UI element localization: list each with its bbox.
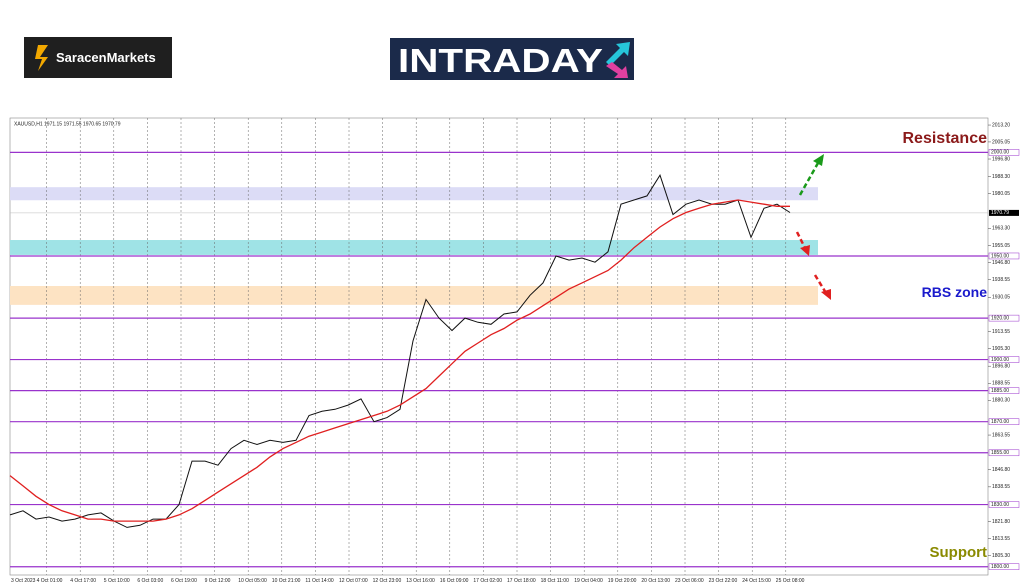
x-tick-label: 12 Oct 23:00 (373, 578, 402, 584)
level-tag (988, 149, 1020, 156)
x-tick-label: 4 Oct 17:00 (70, 578, 96, 584)
annotation-resistance: Resistance (903, 130, 988, 147)
y-tick-label: 1821.80 (992, 519, 1010, 525)
y-tick-label: 1880.30 (992, 398, 1010, 404)
zone (10, 286, 818, 305)
x-tick-label: 23 Oct 06:00 (675, 578, 704, 584)
x-tick-label: 10 Oct 05:00 (238, 578, 267, 584)
x-tick-label: 19 Oct 20:00 (608, 578, 637, 584)
level-tag (988, 387, 1020, 394)
logo-text: INTRADAY (398, 42, 603, 79)
x-tick-label: 18 Oct 11:00 (541, 578, 569, 584)
x-tick-label: 3 Oct 2023 (11, 578, 36, 584)
plot-frame (9, 117, 989, 576)
level-label: 1870.00 (991, 419, 1009, 425)
x-tick-label: 19 Oct 04:00 (574, 578, 603, 584)
logo-arrow-down (606, 62, 628, 78)
x-tick-label: 9 Oct 12:00 (205, 578, 231, 584)
y-tick-label: 1905.30 (992, 346, 1010, 352)
y-tick-label: 1896.80 (992, 364, 1010, 370)
y-tick-label: 1930.05 (992, 295, 1010, 301)
y-tick-label: 2005.05 (992, 139, 1010, 145)
brand-icon (35, 45, 48, 71)
level-label: 1900.00 (991, 357, 1009, 363)
level-label: 1855.00 (991, 450, 1009, 456)
x-tick-label: 20 Oct 13:00 (641, 578, 670, 584)
level-label: 2000.00 (991, 150, 1009, 156)
chart-header: XAUUSD,H1 1971.15 1971.55 1970.65 1970.7… (14, 121, 121, 127)
x-tick-label: 17 Oct 18:00 (507, 578, 536, 584)
level-tag (988, 418, 1020, 425)
level-tag (988, 314, 1020, 322)
zone (10, 240, 818, 255)
level-tag (988, 563, 1020, 570)
down-arrow-head (800, 245, 810, 256)
x-tick-label: 23 Oct 22:00 (709, 578, 738, 584)
brand-text: SaracenMarkets (56, 50, 156, 65)
moving-average (9, 199, 790, 522)
brand-logo: SaracenMarkets (24, 37, 172, 78)
level-tag (988, 356, 1020, 363)
down-arrow-head (821, 289, 831, 300)
y-tick-label: 1838.55 (992, 484, 1010, 490)
level-tag (988, 449, 1020, 457)
y-tick-label: 1988.30 (992, 174, 1010, 180)
y-tick-label: 1963.30 (992, 226, 1010, 232)
x-tick-label: 13 Oct 16:00 (406, 578, 435, 584)
up-arrow-head (813, 154, 824, 166)
y-tick-label: 1805.30 (992, 553, 1010, 559)
level-label: 1920.00 (991, 315, 1009, 321)
y-tick-label: 1980.05 (992, 191, 1010, 197)
y-tick-label: 1888.55 (992, 381, 1010, 387)
x-tick-label: 6 Oct 19:00 (171, 578, 197, 584)
level-label: 1800.00 (991, 564, 1009, 570)
brand-box (24, 37, 172, 78)
y-tick-label: 1846.80 (992, 467, 1010, 473)
y-tick-label: 1813.55 (992, 536, 1010, 542)
level-label: 1830.00 (991, 502, 1009, 508)
level-tag (988, 501, 1020, 508)
down-arrow (795, 231, 807, 249)
up-arrow (798, 162, 820, 196)
y-tick-label: 1863.55 (992, 432, 1010, 438)
x-tick-label: 6 Oct 03:00 (137, 578, 163, 584)
annotation-rbs: RBS zone (922, 284, 988, 300)
y-tick-label: 1955.05 (992, 243, 1010, 249)
zone (10, 187, 818, 201)
x-tick-label: 5 Oct 10:00 (104, 578, 130, 584)
current-price-tag (989, 209, 1019, 216)
price-line (9, 174, 791, 528)
y-tick-label: 1913.55 (992, 329, 1010, 335)
x-tick-label: 24 Oct 15:00 (742, 578, 771, 584)
y-tick-label: 2013.20 (992, 122, 1010, 128)
x-tick-label: 25 Oct 08:00 (776, 578, 805, 584)
x-tick-label: 17 Oct 02:00 (473, 578, 502, 584)
level-tag (988, 252, 1020, 260)
level-label: 1885.00 (991, 388, 1009, 394)
down-arrow (813, 274, 828, 294)
x-tick-label: 11 Oct 14:00 (305, 578, 333, 584)
current-price-label: 1970.79 (991, 210, 1009, 216)
y-tick-label: 1996.80 (992, 156, 1010, 162)
x-tick-label: 16 Oct 09:00 (440, 578, 469, 584)
x-tick-label: 4 Oct 01:00 (37, 578, 63, 584)
x-tick-label: 12 Oct 07:00 (339, 578, 368, 584)
level-label: 1950.00 (991, 253, 1009, 259)
annotation-support: Support (930, 544, 988, 561)
logo-box (390, 38, 634, 80)
y-tick-label: 1938.55 (992, 277, 1010, 283)
y-tick-label: 1946.80 (992, 260, 1010, 266)
logo-arrow-up (606, 42, 630, 66)
arrows (795, 154, 831, 300)
intraday-logo: INTRADAY (390, 38, 634, 80)
x-tick-label: 10 Oct 21:00 (272, 578, 301, 584)
